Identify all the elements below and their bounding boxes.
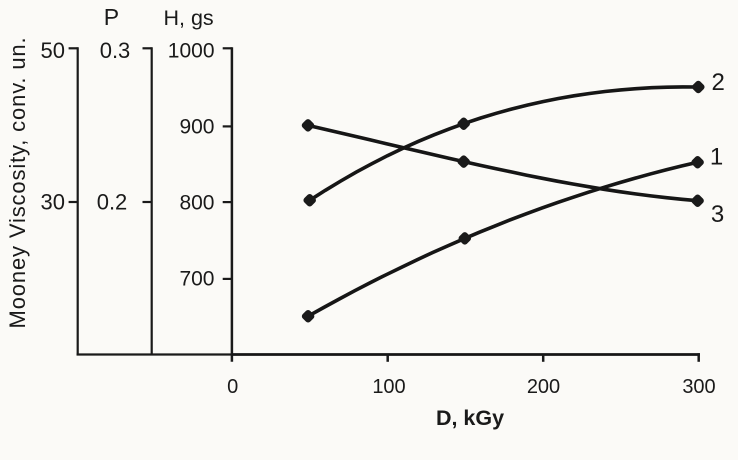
svg-text:300: 300 bbox=[682, 376, 715, 398]
svg-text:700: 700 bbox=[179, 268, 214, 291]
svg-text:3: 3 bbox=[711, 201, 724, 228]
svg-text:800: 800 bbox=[179, 191, 214, 214]
svg-text:D, kGy: D, kGy bbox=[436, 406, 504, 430]
svg-text:200: 200 bbox=[527, 376, 560, 398]
svg-text:Mooney Viscosity, conv. un.: Mooney Viscosity, conv. un. bbox=[5, 37, 30, 329]
svg-text:P: P bbox=[104, 4, 119, 30]
svg-text:2: 2 bbox=[712, 69, 725, 96]
svg-text:0: 0 bbox=[227, 376, 238, 398]
svg-text:100: 100 bbox=[372, 376, 405, 398]
svg-text:50: 50 bbox=[41, 38, 65, 63]
svg-text:30: 30 bbox=[41, 190, 65, 215]
svg-text:0.3: 0.3 bbox=[100, 38, 131, 63]
svg-text:0.2: 0.2 bbox=[97, 190, 128, 215]
svg-text:1000: 1000 bbox=[168, 40, 215, 63]
svg-text:1: 1 bbox=[710, 144, 723, 171]
svg-text:900: 900 bbox=[179, 116, 214, 139]
svg-text:H, gs: H, gs bbox=[164, 6, 214, 30]
